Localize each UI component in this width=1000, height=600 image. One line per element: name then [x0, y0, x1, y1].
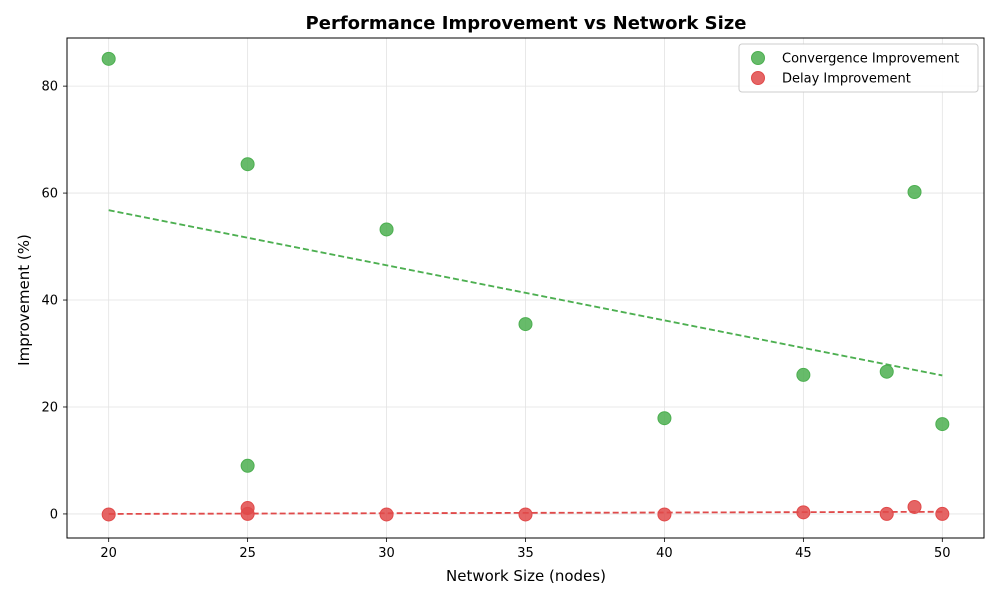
delay-legend-marker — [751, 71, 765, 85]
y-tick-label: 0 — [50, 507, 58, 522]
x-tick-label: 45 — [795, 546, 812, 561]
convergence-point — [240, 157, 255, 172]
convergence-legend-marker — [751, 51, 765, 65]
delay-legend-label: Delay Improvement — [782, 72, 911, 87]
legend-box — [738, 43, 979, 93]
delay-point — [518, 507, 533, 522]
x-tick-label: 25 — [239, 546, 256, 561]
x-tick-label: 40 — [656, 546, 673, 561]
convergence-point — [796, 367, 811, 382]
y-tick-label: 40 — [41, 294, 58, 309]
data-points — [101, 51, 950, 522]
convergence-point — [879, 364, 894, 379]
convergence-trend-line — [108, 209, 943, 377]
delay-point — [101, 507, 116, 522]
legend: Convergence Improvement Delay Improvement — [738, 43, 979, 93]
grid — [67, 38, 984, 538]
x-tick-label: 35 — [517, 546, 534, 561]
y-tick-label: 60 — [41, 187, 58, 202]
convergence-point — [907, 185, 922, 200]
convergence-point — [518, 317, 533, 332]
y-tick-label: 80 — [41, 80, 58, 95]
x-tick-label: 50 — [934, 546, 951, 561]
y-tick-label: 20 — [41, 400, 58, 415]
axis-ticks: 20 25 30 35 40 45 50 0 20 40 60 80 — [41, 80, 950, 561]
convergence-point — [379, 222, 394, 237]
delay-point — [796, 505, 811, 520]
delay-point — [907, 499, 922, 514]
convergence-point — [657, 411, 672, 426]
x-axis-label: Network Size (nodes) — [446, 567, 606, 585]
convergence-point — [101, 51, 116, 66]
delay-point — [240, 506, 255, 521]
convergence-legend-label: Convergence Improvement — [782, 52, 959, 67]
y-axis-label: Improvement (%) — [15, 234, 33, 366]
convergence-point — [240, 458, 255, 473]
x-tick-label: 30 — [378, 546, 395, 561]
chart-title: Performance Improvement vs Network Size — [306, 13, 747, 34]
delay-point — [379, 507, 394, 522]
delay-point — [657, 507, 672, 522]
convergence-point — [935, 417, 950, 432]
x-tick-label: 20 — [100, 546, 117, 561]
delay-point — [879, 506, 894, 521]
delay-point — [935, 506, 950, 521]
